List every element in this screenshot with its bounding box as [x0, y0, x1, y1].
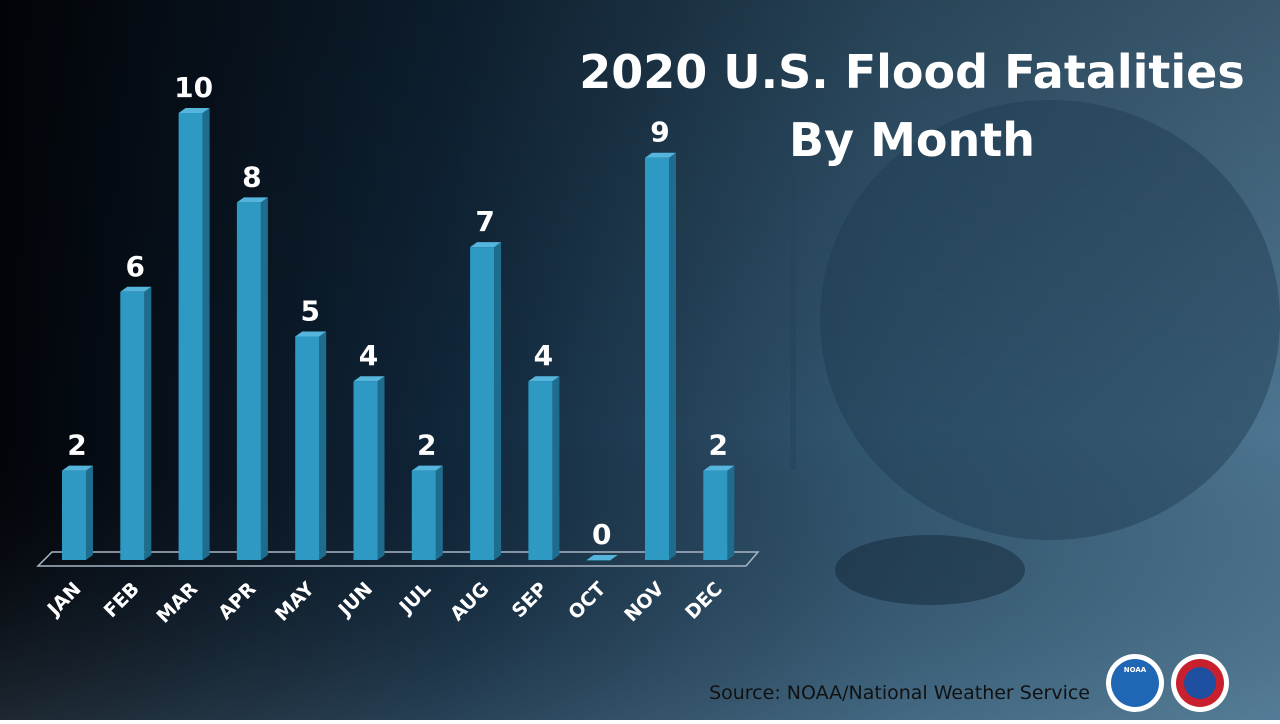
bar-top	[120, 286, 152, 292]
bar-side	[494, 242, 502, 560]
bar-side	[727, 465, 735, 560]
bar-top	[470, 242, 502, 248]
photo-shapes	[790, 100, 1280, 605]
bar-top	[586, 555, 618, 560]
chart-title: By Month	[789, 113, 1035, 167]
source-note: Source: NOAA/National Weather Service	[709, 682, 1090, 704]
bar-front	[62, 470, 86, 560]
bar	[120, 286, 152, 560]
bar	[353, 376, 385, 560]
bar-front	[470, 247, 495, 560]
bar-top	[528, 376, 560, 382]
data-label: 8	[242, 160, 261, 193]
bar	[586, 555, 618, 561]
bar-front	[353, 381, 378, 560]
data-label: 2	[417, 429, 436, 462]
data-label: 0	[592, 518, 611, 551]
bar-top	[62, 465, 93, 471]
bar-top	[295, 331, 327, 337]
bar-side	[319, 331, 327, 560]
bar-front	[586, 560, 611, 561]
data-label: 10	[174, 71, 213, 104]
data-label: 5	[300, 295, 319, 328]
data-label: 6	[126, 250, 145, 283]
bar-side	[377, 376, 385, 560]
bar-side	[669, 152, 676, 560]
bar	[295, 331, 327, 560]
bar-front	[411, 470, 436, 560]
bar-top	[353, 376, 385, 382]
bar	[645, 152, 676, 560]
bar-side	[260, 197, 268, 560]
bar-top	[178, 108, 210, 113]
bar-side	[144, 286, 152, 560]
bar	[703, 465, 735, 560]
bar-front	[645, 157, 669, 560]
bar-front	[295, 336, 320, 560]
logos: NOAA	[1106, 654, 1229, 712]
chart-floor	[36, 551, 760, 567]
bar-top	[703, 465, 735, 471]
bar-side	[202, 108, 210, 560]
bar-top	[411, 465, 443, 471]
data-label: 7	[475, 205, 494, 238]
data-label: 9	[650, 116, 669, 149]
bar-top	[645, 152, 676, 158]
bar	[62, 465, 93, 560]
chart-title: 2020 U.S. Flood Fatalities	[579, 45, 1245, 99]
bar-side	[552, 376, 560, 560]
bar	[236, 197, 268, 560]
data-label: 4	[534, 339, 553, 372]
bar	[528, 376, 560, 560]
bar-side	[435, 465, 443, 560]
bar-front	[120, 291, 145, 560]
bar-side	[86, 465, 93, 560]
bar-front	[703, 470, 728, 560]
data-label: 2	[709, 429, 728, 462]
bar	[470, 242, 502, 560]
logo-text: NOAA	[1124, 666, 1147, 674]
bar-top	[236, 197, 268, 203]
bar	[178, 108, 210, 560]
bar-front	[178, 113, 203, 560]
bar-front	[528, 381, 553, 560]
data-label: 2	[67, 429, 86, 462]
data-label: 4	[359, 339, 378, 372]
bar	[411, 465, 443, 560]
bar-front	[236, 202, 261, 560]
